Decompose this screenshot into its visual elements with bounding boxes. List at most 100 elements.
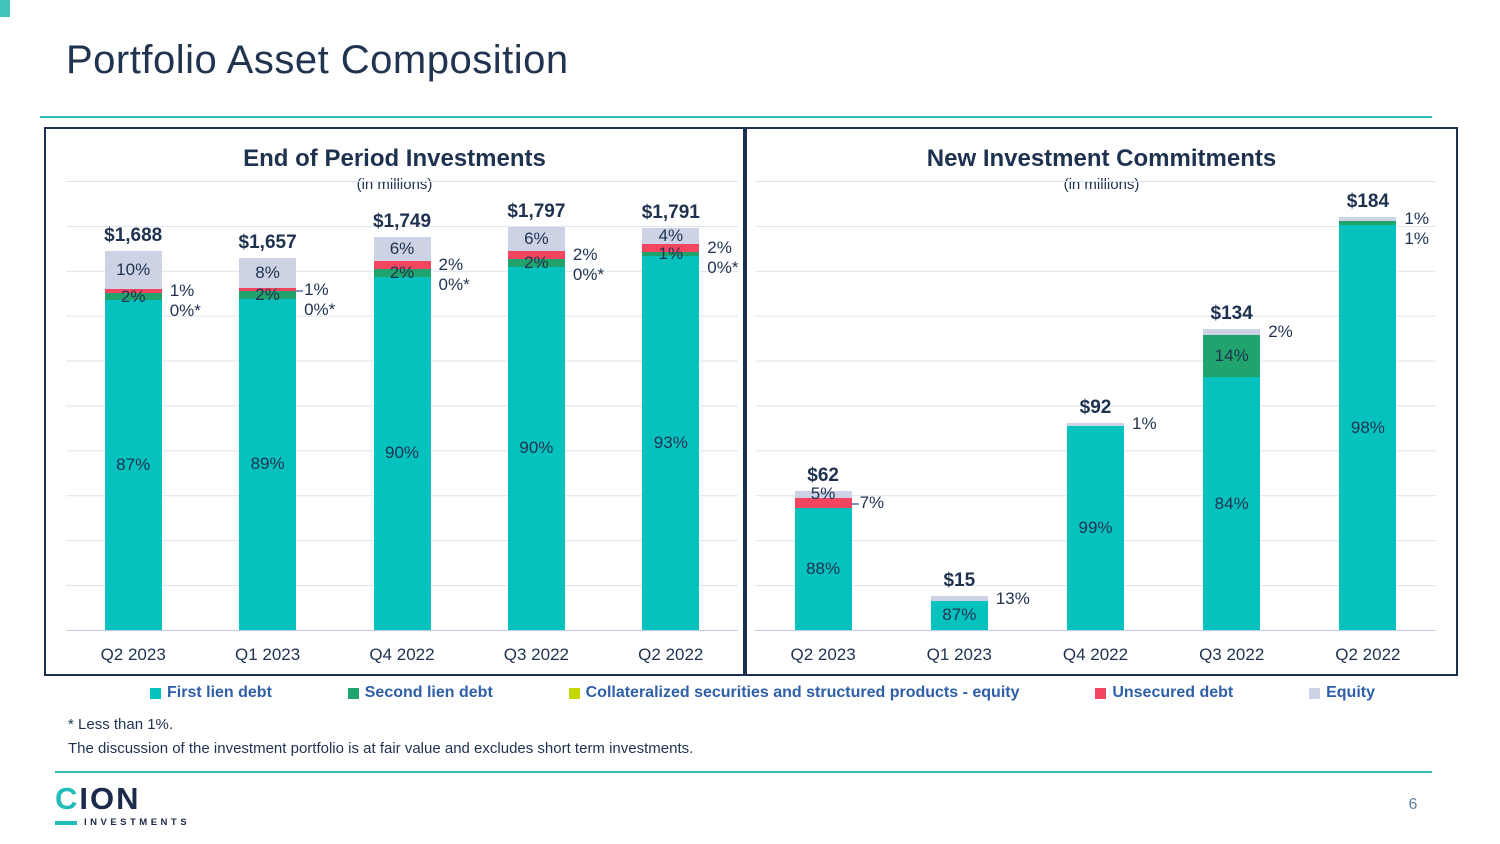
category-label: Q2 2023: [100, 645, 166, 664]
outside-label: 2%: [572, 244, 598, 264]
bar-total-label: $1,688: [104, 225, 163, 247]
segment-second_lien_debt: [373, 268, 431, 277]
outside-label: 0%*: [707, 258, 739, 278]
legend-item-collateralized_securities: Collateralized securities and structured…: [568, 684, 1020, 702]
outside-label: 2%: [438, 254, 464, 274]
category-label: Q1 2023: [926, 645, 992, 664]
logo-letters-ion: ION: [79, 781, 141, 816]
segment-equity: [1339, 216, 1397, 222]
segment-second_lien_debt: [104, 292, 162, 301]
footnote-less-than-1pct: * Less than 1%.: [68, 716, 174, 733]
bar-total-label: $1,749: [372, 211, 432, 233]
segment-first_lien_debt: [373, 276, 431, 630]
bar-total-label: $62: [807, 464, 839, 486]
segment-label: 87%: [942, 605, 977, 625]
segment-second_lien_debt: [239, 291, 297, 299]
bar-total-label: $1,791: [641, 201, 700, 223]
footer-divider: [55, 771, 1432, 773]
outside-label: 2%: [1268, 322, 1293, 342]
segment-unsecured_debt: [373, 260, 431, 269]
legend-swatch-unsecured_debt: [1095, 687, 1107, 699]
outside-label: 7%: [859, 492, 885, 512]
logo-subtext: INVESTMENTS: [84, 817, 191, 828]
legend-label: Collateralized securities and structured…: [585, 684, 1020, 701]
logo-wordmark: CION: [55, 783, 190, 815]
segment-label: 8%: [255, 262, 280, 282]
chart-panel-end-of-period: End of Period Investments (in millions) …: [44, 127, 745, 676]
segment-label: 93%: [653, 433, 688, 453]
segment-first_lien_debt: [507, 266, 565, 630]
category-label: Q3 2022: [503, 645, 569, 664]
segment-label: 89%: [250, 454, 285, 474]
segment-label: 10%: [116, 259, 151, 279]
outside-label: 0%*: [169, 300, 201, 320]
segment-equity: [373, 237, 431, 261]
segment-label: 4%: [658, 225, 684, 245]
segment-unsecured_debt: [794, 497, 852, 508]
segment-equity: [104, 251, 162, 289]
segment-label: 2%: [524, 252, 549, 272]
legend-item-second_lien_debt: Second lien debt: [347, 684, 493, 702]
segment-label: 87%: [116, 455, 151, 475]
bar-total-label: $1,657: [238, 232, 297, 253]
segment-first_lien_debt: [642, 256, 700, 630]
outside-label: 0%*: [572, 264, 605, 284]
segment-first_lien_debt: [1203, 377, 1261, 630]
segment-label: 98%: [1350, 417, 1385, 437]
segment-first_lien_debt: [104, 300, 162, 630]
legend-swatch-first_lien_debt: [150, 687, 161, 699]
footnote-fair-value: The discussion of the investment portfol…: [68, 740, 694, 757]
segment-first_lien_debt: [1067, 425, 1124, 630]
legend-label: First lien debt: [167, 684, 272, 701]
segment-second_lien_debt: [507, 258, 565, 267]
segment-equity: [507, 226, 565, 251]
logo-subrow: INVESTMENTS: [55, 817, 190, 828]
outside-label: 0%*: [438, 274, 470, 294]
segment-second_lien_debt: [642, 252, 700, 257]
segment-second_lien_debt: [1339, 221, 1397, 226]
segment-first_lien_debt: [794, 507, 852, 630]
legend-label: Equity: [1326, 684, 1375, 701]
segment-equity: [239, 258, 297, 288]
segment-first_lien_debt: [1339, 225, 1397, 630]
chart-plot-new-commitments: 88% 5% 7% $62 Q2 2023 87% 13% $15 Q1 2023 99% 1% $9…: [755, 181, 1436, 664]
segment-label: 5%: [810, 484, 836, 504]
chart-panel-new-commitments: New Investment Commitments (in millions)…: [745, 127, 1458, 676]
outside-label: 1%: [1404, 228, 1429, 248]
category-label: Q4 2022: [369, 645, 435, 664]
segment-unsecured_debt: [104, 288, 162, 293]
segment-label: 84%: [1214, 493, 1249, 513]
legend-item-first_lien_debt: First lien debt: [150, 684, 272, 702]
title-divider: [40, 116, 1432, 118]
bar-total-label: $92: [1079, 397, 1112, 419]
outside-label: 1%: [169, 280, 195, 300]
bar-total-label: $1,797: [507, 200, 566, 222]
outside-label: 2%: [707, 238, 732, 258]
cion-investments-logo: CION INVESTMENTS: [55, 783, 190, 828]
segment-label: 99%: [1078, 517, 1113, 537]
chart-title: New Investment Commitments: [926, 145, 1277, 172]
legend-item-equity: Equity: [1309, 684, 1375, 702]
page-title: Portfolio Asset Composition: [66, 38, 569, 82]
segment-unsecured_debt: [642, 244, 700, 253]
bar-total-label: $15: [943, 570, 976, 592]
segment-unsecured_debt: [239, 287, 297, 292]
category-label: Q2 2022: [1335, 645, 1401, 664]
corner-accent-mark: [0, 0, 10, 17]
segment-label: 88%: [806, 558, 841, 578]
segment-label: 90%: [519, 438, 554, 458]
segment-equity: [1203, 329, 1261, 336]
segment-label: 6%: [389, 239, 415, 259]
logo-letter-c: C: [55, 781, 80, 816]
legend-swatch-equity: [1309, 687, 1321, 699]
segment-equity: [642, 227, 700, 244]
segment-label: 14%: [1214, 346, 1249, 366]
segment-equity: [794, 490, 852, 498]
logo-dash: [55, 820, 77, 825]
segment-label: 6%: [524, 228, 549, 248]
outside-label: 1%: [304, 279, 329, 299]
segment-label: 2%: [389, 262, 415, 282]
segment-second_lien_debt: [1203, 335, 1261, 378]
segment-first_lien_debt: [239, 298, 297, 630]
page-number: 6: [1408, 796, 1418, 813]
